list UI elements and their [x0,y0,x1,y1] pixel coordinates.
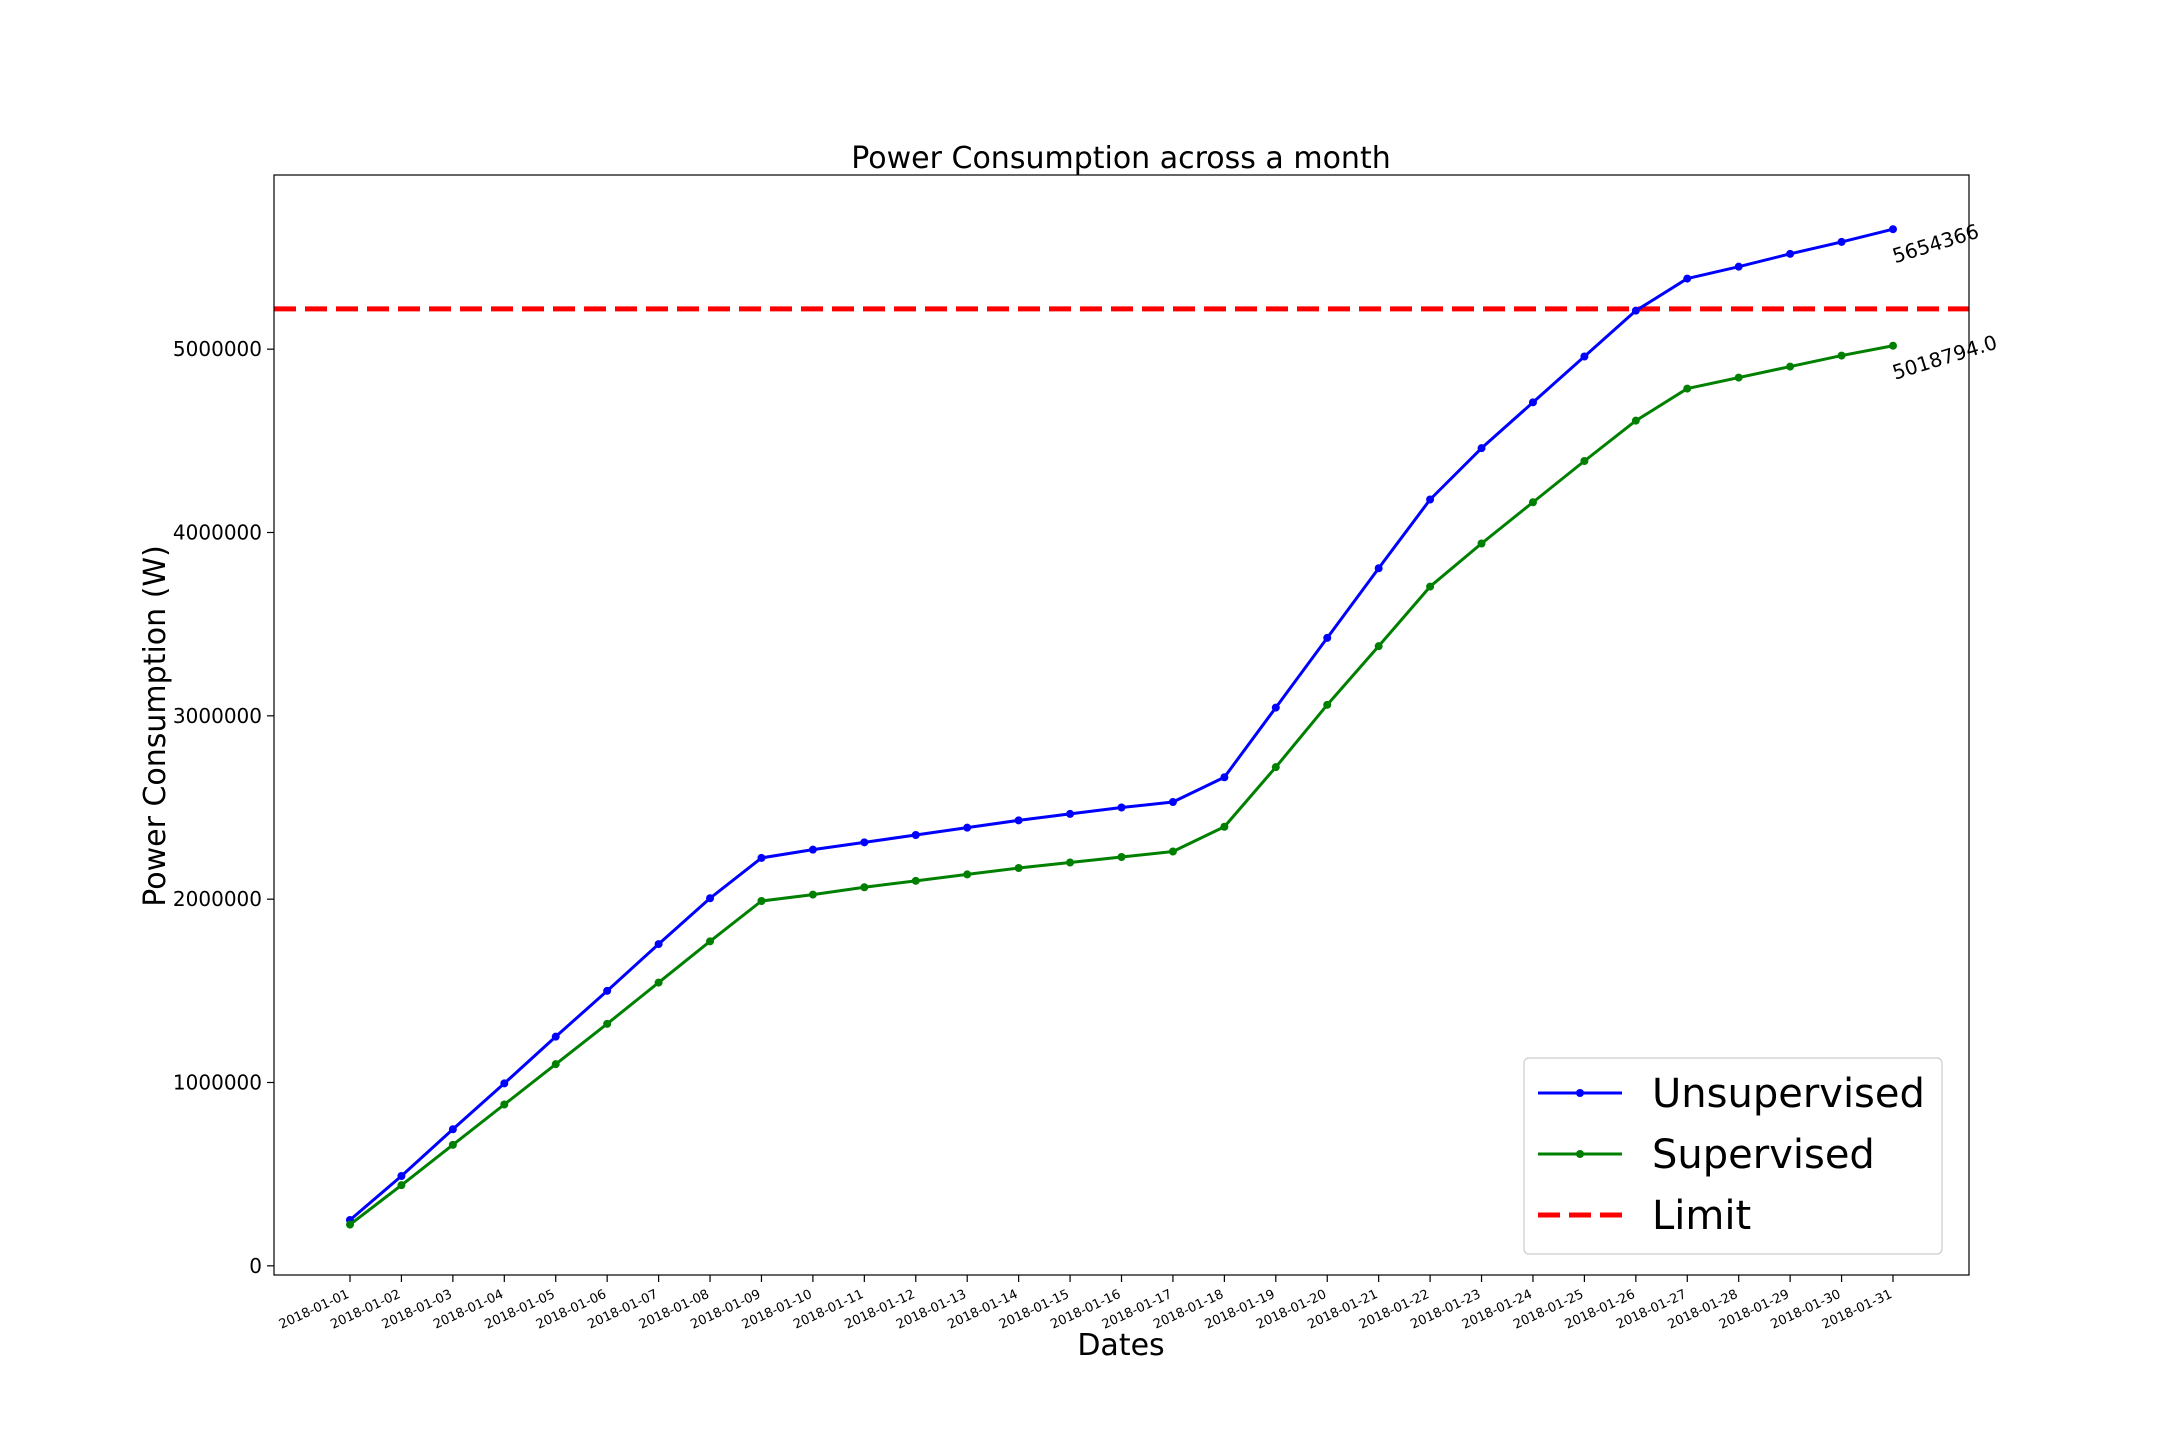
supervised-point [1117,853,1126,861]
supervised-point [551,1060,560,1069]
supervised-point [1220,822,1229,831]
unsupervised-point [1631,306,1640,315]
y-tick-label: 3000000 [173,704,262,728]
supervised-point [1477,539,1486,548]
unsupervised-point [654,940,663,949]
unsupervised-point [911,831,920,839]
plot-frame [273,174,1970,1276]
unsupervised-point [1168,798,1177,806]
supervised-point [1014,864,1023,872]
unsupervised-point [1786,249,1795,258]
supervised-point [808,890,817,899]
legend-supervised-marker [1576,1150,1584,1158]
unsupervised-point [551,1032,560,1041]
unsupervised-point [860,838,869,847]
x-axis-label: Dates [1077,1328,1164,1363]
supervised-point [757,897,766,905]
y-tick-label: 1000000 [173,1071,262,1095]
legend-unsupervised-marker [1576,1089,1584,1097]
supervised-point [1066,858,1075,867]
supervised-point [1528,498,1537,507]
unsupervised-point [1734,262,1743,271]
supervised-point [346,1220,354,1229]
supervised-point [1683,384,1692,393]
supervised-point [1889,341,1897,350]
unsupervised-point [1323,633,1332,642]
end-value-annotation: 5654366 [1889,219,1981,268]
legend-unsupervised-label: Unsupervised [1652,1071,1925,1117]
supervised-point [860,883,869,892]
unsupervised-point [1066,809,1075,818]
unsupervised-point [1271,703,1280,712]
supervised-point [1734,373,1743,382]
supervised-point [1580,457,1589,465]
unsupervised-point [603,986,612,995]
supervised-point [911,876,920,885]
unsupervised-point [1374,564,1383,573]
supervised-point [1786,362,1795,371]
y-tick-label: 4000000 [173,521,262,545]
legend-limit-label: Limit [1652,1193,1751,1239]
chart-title: Power Consumption across a month [851,141,1390,176]
legend-supervised-label: Supervised [1652,1132,1875,1178]
supervised-point [1323,700,1332,709]
unsupervised-point [1220,773,1229,782]
unsupervised-point [397,1172,406,1180]
supervised-point [1271,763,1280,772]
end-value-annotation: 5018794.0 [1889,330,1999,385]
unsupervised-point [1528,398,1537,407]
unsupervised-point [963,823,972,832]
supervised-point [1837,351,1846,360]
supervised-point [963,870,972,879]
unsupervised-point [1477,444,1486,453]
unsupervised-point [1837,237,1846,246]
supervised-point [706,937,715,946]
y-axis-label: Power Consumption (W) [138,545,173,907]
supervised-point [500,1100,509,1109]
unsupervised-point [757,853,766,862]
unsupervised-point [1580,352,1589,361]
y-tick-label: 5000000 [173,337,262,361]
unsupervised-point [500,1079,509,1088]
unsupervised-point [1117,803,1126,812]
y-tick-label: 0 [249,1254,262,1278]
supervised-point [1168,847,1177,856]
supervised-point [1374,642,1383,651]
supervised-point [397,1181,406,1190]
unsupervised-point [1889,225,1897,234]
legend-box [1523,1057,1943,1255]
legend: Unsupervised Supervised Limit [1523,1057,1943,1255]
y-tick-label: 2000000 [173,887,262,911]
supervised-point [1426,582,1435,591]
unsupervised-point [808,845,817,854]
unsupervised-point [1426,495,1435,504]
unsupervised-point [1014,816,1023,825]
supervised-point [654,978,663,987]
unsupervised-point [706,894,715,903]
unsupervised-point [448,1125,457,1134]
unsupervised-point [1683,274,1692,283]
supervised-point [448,1140,457,1149]
supervised-point [1631,416,1640,425]
supervised-point [603,1019,612,1028]
